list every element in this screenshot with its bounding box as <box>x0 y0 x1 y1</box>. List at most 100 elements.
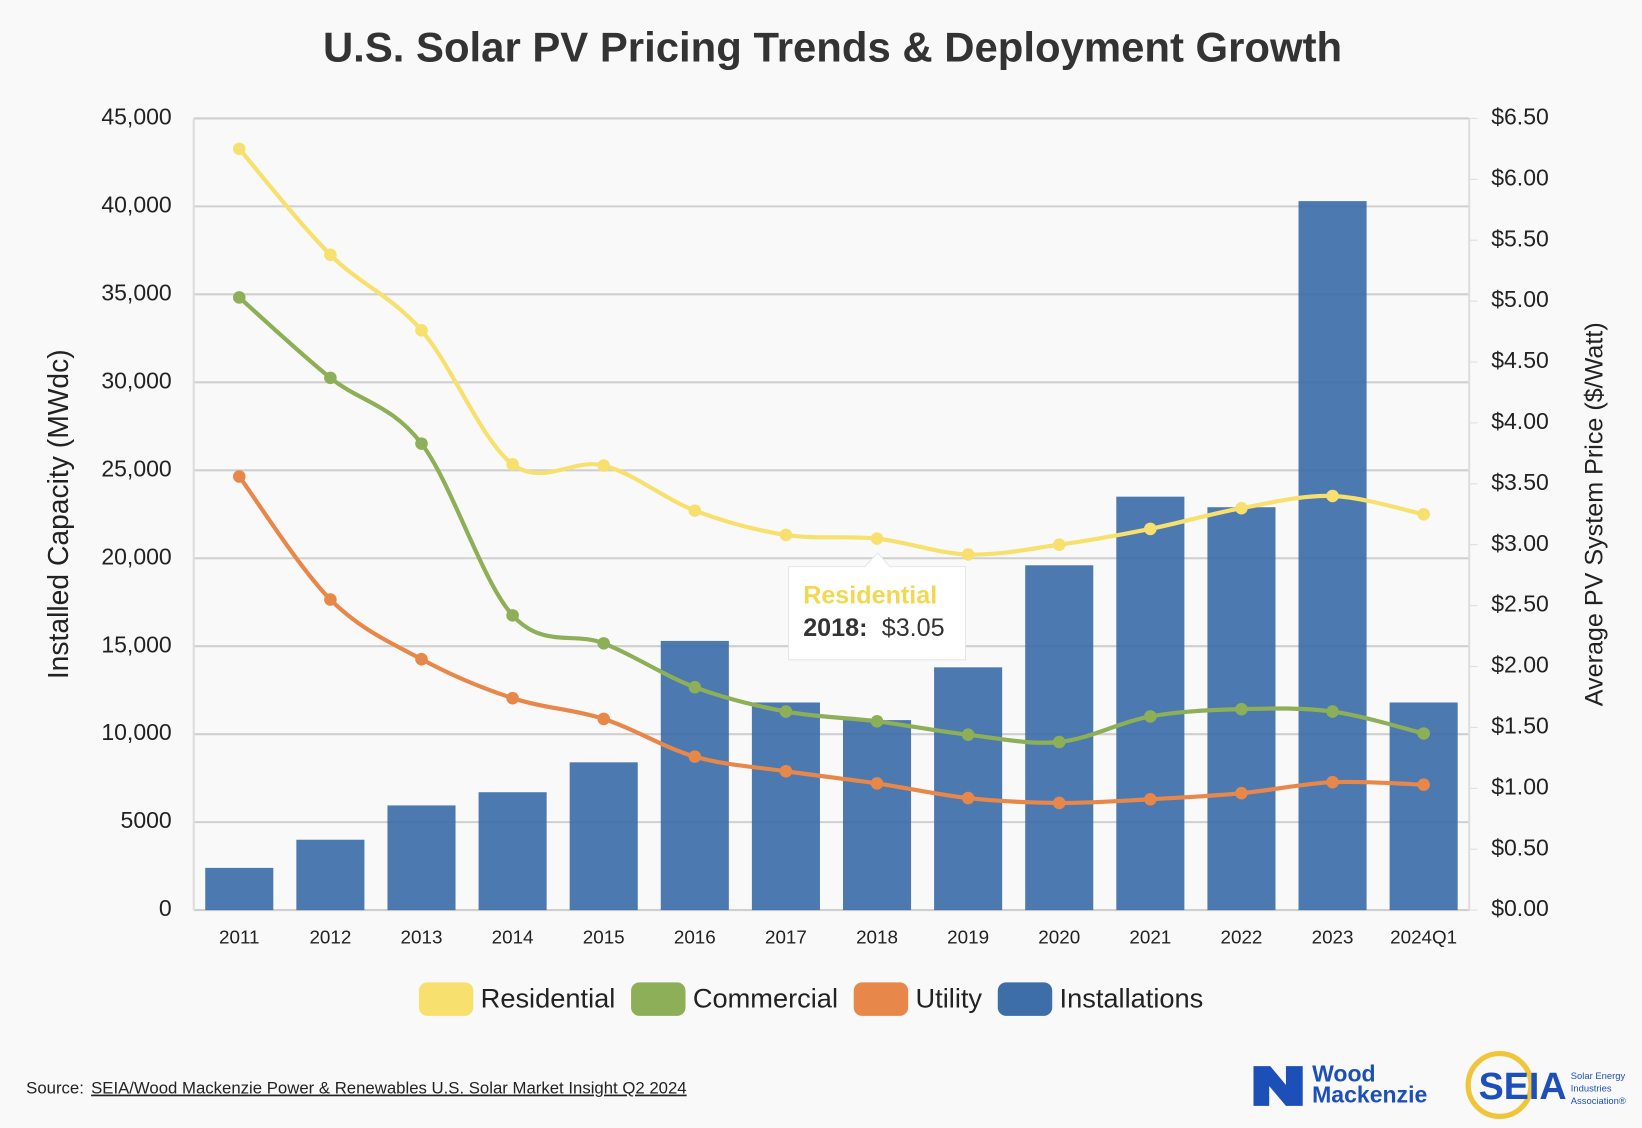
legend-label: Commercial <box>693 982 838 1013</box>
legend-label: Installations <box>1060 982 1204 1013</box>
bar <box>751 702 820 911</box>
point <box>415 324 428 337</box>
tooltip-label: 2018: <box>803 614 867 642</box>
legend-swatch <box>853 982 909 1016</box>
point <box>324 371 337 385</box>
y2-tick-label: $0.50 <box>1491 834 1549 860</box>
x-tick-label: 2022 <box>1221 926 1263 947</box>
bars <box>205 201 1458 911</box>
point <box>233 291 246 304</box>
y2-tick-label: $2.50 <box>1491 591 1549 617</box>
x-tick-label: 2012 <box>309 926 351 947</box>
legend-label: Residential <box>481 982 616 1013</box>
point <box>1326 705 1339 718</box>
y2-tick-label: $0.00 <box>1491 895 1549 921</box>
point <box>779 764 793 778</box>
y-tick-label: 45,000 <box>101 103 171 129</box>
y2-tick-label: $3.50 <box>1491 469 1549 495</box>
legend-swatch <box>997 982 1053 1016</box>
logo-text: Solar Energy <box>1571 1070 1626 1081</box>
legend-swatch <box>418 982 474 1016</box>
point <box>1326 489 1339 503</box>
lines <box>233 142 1430 810</box>
tooltip-value: $3.05 <box>882 614 945 642</box>
logo-text: SEIA <box>1479 1065 1567 1107</box>
bar <box>1116 496 1185 911</box>
source-prefix: Source: <box>26 1079 84 1098</box>
y2-tick-label: $1.50 <box>1491 712 1549 738</box>
point <box>1235 501 1248 515</box>
bar <box>1298 201 1367 911</box>
point <box>1144 792 1157 806</box>
point <box>415 437 428 450</box>
point <box>1235 702 1248 716</box>
point <box>1326 775 1339 789</box>
x-tick-label: 2024Q1 <box>1390 926 1457 947</box>
point <box>1235 786 1248 800</box>
y-tick-label: 40,000 <box>101 191 171 217</box>
x-tick-label: 2015 <box>583 926 625 947</box>
point <box>597 459 610 472</box>
y-tick-label: 15,000 <box>101 631 171 657</box>
point <box>506 691 519 705</box>
x-tick-label: 2021 <box>1129 926 1171 947</box>
point <box>506 458 519 471</box>
point <box>779 528 793 542</box>
point <box>1052 538 1066 551</box>
legend-swatch <box>631 982 686 1016</box>
y2-tick-label: $3.00 <box>1491 530 1549 556</box>
point <box>597 637 610 650</box>
point <box>415 652 428 666</box>
point <box>870 715 884 728</box>
point <box>1417 507 1430 521</box>
y2-tick-label: $6.00 <box>1491 164 1549 190</box>
x-tick-label: 2020 <box>1038 926 1080 947</box>
point <box>1144 710 1157 723</box>
point <box>688 680 702 694</box>
legend-label: Utility <box>916 982 983 1013</box>
seia-logo: SEIA Solar Energy Industries Association… <box>1465 1050 1626 1120</box>
bar <box>205 867 274 911</box>
point <box>961 728 975 741</box>
point <box>324 593 337 606</box>
logo-text: Association® <box>1571 1095 1626 1106</box>
y2-tick-label: $4.50 <box>1491 347 1549 373</box>
x-tick-label: 2017 <box>765 926 807 947</box>
y2-axis-title: Average PV System Price ($/Watt) <box>1581 322 1609 706</box>
chart-title: U.S. Solar PV Pricing Trends & Deploymen… <box>323 23 1342 70</box>
x-tick-label: 2018 <box>856 926 898 947</box>
tooltip: Residential 2018: $3.05 <box>788 552 967 661</box>
point <box>1052 735 1066 749</box>
y-axis-title: Installed Capacity (MWdc) <box>42 349 74 679</box>
point <box>233 142 246 156</box>
point <box>597 712 610 726</box>
bar <box>478 792 547 911</box>
point <box>1052 796 1066 810</box>
y2-tick-label: $2.00 <box>1491 652 1549 678</box>
point <box>688 504 702 517</box>
point <box>1144 522 1157 536</box>
point <box>324 248 337 262</box>
point <box>233 470 246 483</box>
y-tick-label: 35,000 <box>101 279 171 305</box>
point <box>961 791 975 805</box>
x-tick-label: 2016 <box>674 926 716 947</box>
x-tick-label: 2013 <box>401 926 443 947</box>
logo-ring <box>1465 1050 1534 1120</box>
grid <box>192 117 1478 912</box>
y2-tick-label: $6.50 <box>1491 103 1549 129</box>
logo-text: Mackenzie <box>1312 1082 1427 1108</box>
bar <box>296 839 365 911</box>
logo-mark <box>1253 1066 1303 1106</box>
bar <box>569 762 638 911</box>
y-tick-label: 30,000 <box>101 367 171 393</box>
point <box>688 750 702 763</box>
logo-text: Wood <box>1312 1061 1375 1087</box>
y-tick-label: 20,000 <box>101 543 171 569</box>
point <box>779 705 793 718</box>
source-link[interactable]: SEIA/Wood Mackenzie Power & Renewables U… <box>91 1079 687 1098</box>
x-tick-label: 2011 <box>219 926 260 947</box>
point <box>870 777 884 790</box>
